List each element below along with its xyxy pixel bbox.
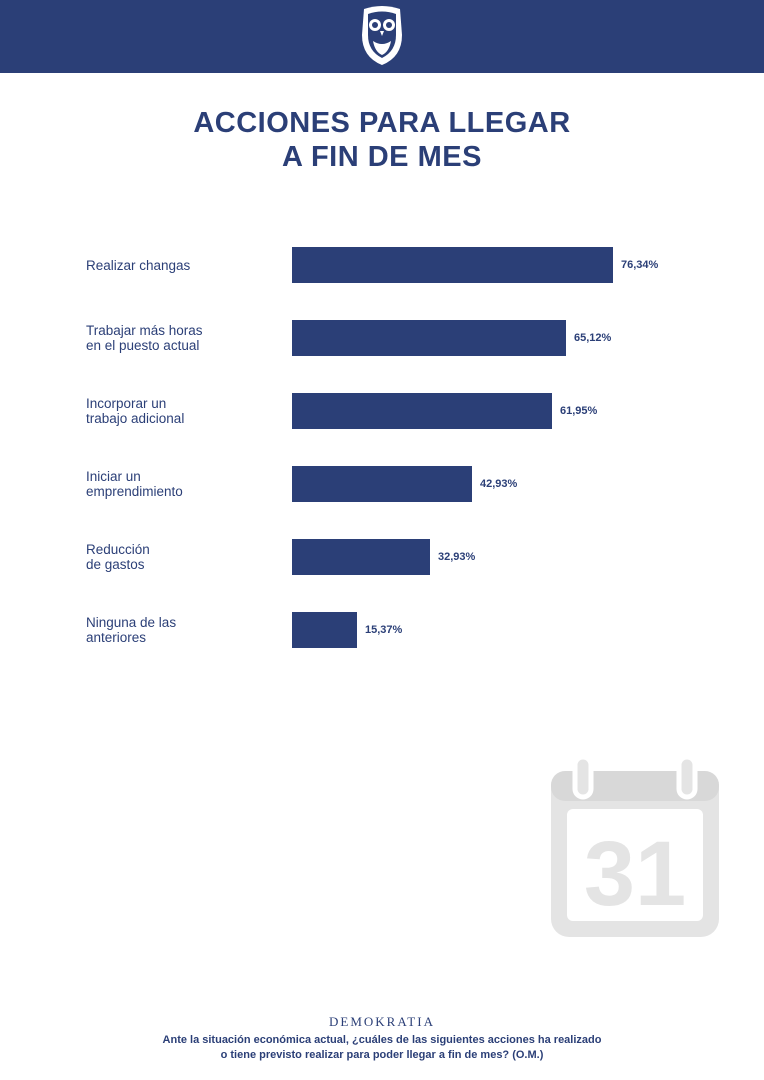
- title-line-2: A FIN DE MES: [282, 141, 482, 173]
- brand-logo: DEMOKRATIA: [329, 1014, 435, 1029]
- bar: [292, 247, 613, 283]
- question-line-2: o tiene previsto realizar para poder lle…: [220, 1049, 544, 1061]
- category-label: Trabajar más horas en el puesto actual: [86, 323, 203, 353]
- title-line-1: ACCIONES PARA LLEGAR: [193, 107, 571, 139]
- calendar-icon: 31: [551, 755, 719, 937]
- bar: [292, 539, 430, 575]
- bar-chart: Realizar changas 76,34% Trabajar más horas…: [86, 247, 659, 648]
- category-label: Incorporar un trabajo adicional: [86, 396, 185, 426]
- bar: [292, 612, 357, 648]
- value-label: 76,34%: [621, 259, 659, 271]
- value-label: 65,12%: [574, 332, 612, 344]
- category-label: Ninguna de las anteriores: [86, 615, 177, 645]
- value-label: 42,93%: [480, 478, 518, 490]
- bar: [292, 393, 552, 429]
- bar: [292, 320, 566, 356]
- question-line-1: Ante la situación económica actual, ¿cuá…: [162, 1034, 602, 1046]
- category-label: Reducción de gastos: [86, 542, 150, 572]
- value-label: 15,37%: [365, 624, 403, 636]
- chart-title: ACCIONES PARA LLEGAR A FIN DE MES: [0, 106, 764, 174]
- category-label: Realizar changas: [86, 257, 191, 273]
- owl-icon: [362, 6, 402, 65]
- bar: [292, 466, 472, 502]
- header-bar: [0, 0, 764, 73]
- category-label: Iniciar un emprendimiento: [86, 469, 183, 499]
- value-label: 61,95%: [560, 405, 598, 417]
- survey-question: Ante la situación económica actual, ¿cuá…: [0, 1033, 764, 1063]
- calendar-day: 31: [584, 823, 686, 925]
- value-label: 32,93%: [438, 551, 476, 563]
